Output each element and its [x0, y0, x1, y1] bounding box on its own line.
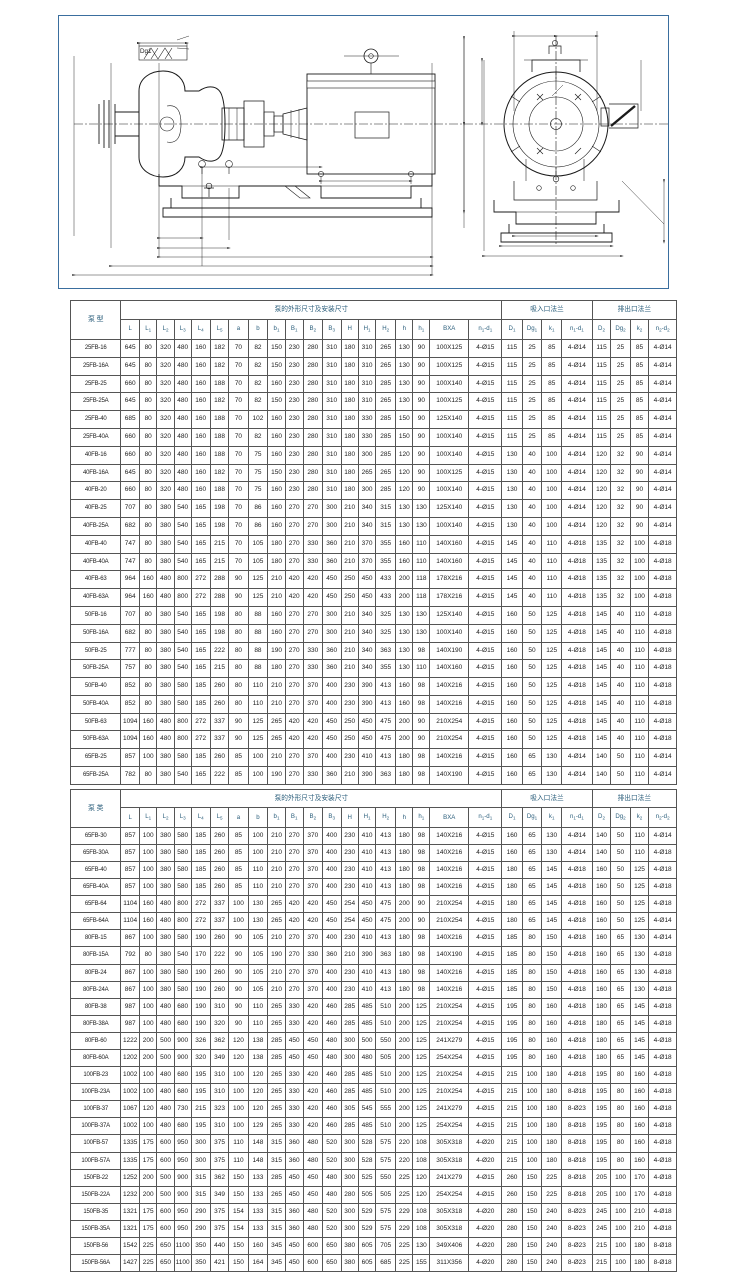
svg-text:h3: h3	[466, 88, 473, 96]
svg-text:D1: D1	[570, 29, 579, 36]
svg-text:L: L	[249, 268, 253, 275]
svg-text:H: H	[448, 169, 455, 174]
svg-text:H3: H3	[448, 77, 455, 86]
svg-text:L5: L5	[173, 231, 181, 238]
svg-text:n1-d1: n1-d1	[231, 217, 248, 224]
svg-text:D: D	[530, 29, 535, 36]
svg-text:n: n	[81, 250, 85, 257]
svg-text:Dg1: Dg1	[140, 48, 152, 55]
svg-text:L1: L1	[249, 160, 257, 167]
svg-text:B2: B2	[550, 239, 558, 246]
svg-text:L4: L4	[187, 241, 195, 248]
svg-text:L2: L2	[289, 250, 297, 257]
svg-text:B3: B3	[547, 249, 555, 256]
svg-text:B1: B1	[550, 229, 558, 236]
svg-text:K1: K1	[191, 45, 199, 52]
svg-text:L3: L3	[269, 259, 277, 266]
svg-text:n1-d1: n1-d1	[191, 33, 208, 40]
svg-text:n1-d1: n1-d1	[565, 77, 582, 84]
svg-text:B\u00d7A: B\u00d7A	[355, 174, 383, 181]
